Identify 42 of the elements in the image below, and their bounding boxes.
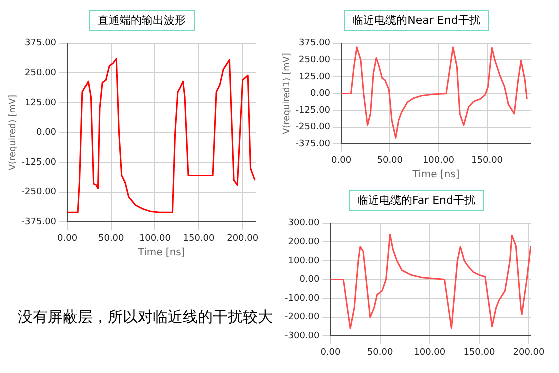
x-tick-label: 200.00	[513, 348, 546, 358]
x-tick-label: 150.00	[472, 156, 504, 166]
x-tick-label: 100.00	[139, 234, 172, 244]
x-tick-label: 100.00	[414, 348, 446, 358]
y-tick-label: 0.00	[36, 128, 57, 138]
y-tick-label: 100.00	[288, 256, 320, 266]
x-tick-label: 0.00	[320, 348, 342, 358]
y-tick-label: -125.00	[22, 158, 57, 168]
chart-title: 临近电缆的Far End干扰	[348, 190, 484, 211]
y-tick-label: -250.00	[296, 122, 331, 133]
x-tick-label: 150.00	[183, 234, 216, 244]
chart-title: 直通端的输出波形	[89, 10, 195, 31]
y-tick-label: 300.00	[288, 218, 320, 229]
y-tick-label: -375.00	[296, 140, 331, 150]
x-tick-label: 0.00	[58, 234, 78, 244]
y-tick-label: -100.00	[284, 294, 320, 304]
y-tick-label: 0.00	[300, 275, 320, 286]
text: 没有屏蔽层，所以对临近线的干扰较大	[18, 308, 273, 327]
y-tick-label: 0.00	[310, 89, 331, 100]
y-tick-label: 375.00	[299, 38, 331, 49]
x-tick-label: 200.00	[227, 234, 259, 244]
y-axis-title: V(required) [mV]	[8, 94, 19, 171]
x-tick-label: 100.00	[422, 156, 455, 166]
chart-title: 临近电缆的Near End干扰	[344, 10, 490, 31]
y-tick-label: 250.00	[299, 56, 331, 66]
y-tick-label: -250.00	[22, 188, 57, 198]
y-tick-label: 125.00	[25, 98, 57, 108]
y-tick-label: -375.00	[22, 218, 57, 228]
y-tick-label: 250.00	[25, 68, 57, 79]
y-tick-label: -200.00	[284, 312, 320, 323]
y-tick-label: -125.00	[296, 106, 331, 116]
y-tick-label: -300.00	[284, 332, 320, 342]
x-tick-label: 50.00	[367, 348, 394, 358]
x-tick-label: 0.00	[332, 156, 352, 166]
x-tick-label: 50.00	[377, 156, 404, 166]
x-axis-title: Time [ns]	[137, 248, 186, 259]
y-tick-label: 375.00	[25, 38, 57, 49]
x-tick-label: 150.00	[464, 348, 496, 358]
x-axis-title: Time [ns]	[412, 170, 460, 181]
x-tick-label: 50.00	[98, 234, 125, 244]
y-axis-title: V(required1) [mV]	[282, 53, 293, 135]
y-tick-label: 125.00	[299, 72, 331, 82]
